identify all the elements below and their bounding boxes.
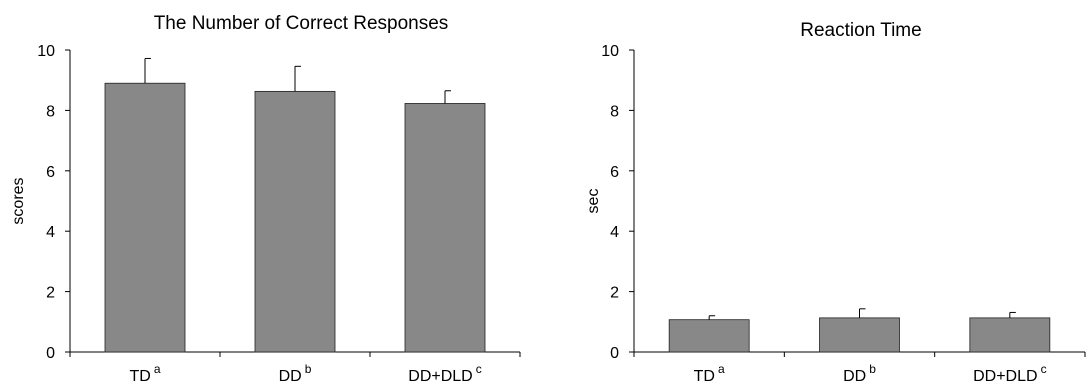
bar bbox=[819, 317, 900, 353]
y-tick-label: 6 bbox=[46, 164, 55, 181]
chart-reaction-time: Reaction Time sec 0 2 4 6 8 10 TD a DD b DD+DLD c bbox=[585, 20, 1086, 385]
x-tick-label: DD+DLD c bbox=[408, 362, 481, 385]
y-axis-label: sec bbox=[585, 189, 602, 214]
y-tick-label: 8 bbox=[610, 103, 619, 120]
y-tick-label: 4 bbox=[46, 224, 55, 241]
y-tick-label: 10 bbox=[601, 43, 619, 60]
y-tick-label: 0 bbox=[610, 345, 619, 362]
chart-title: The Number of Correct Responses bbox=[154, 13, 449, 34]
chart-title: Reaction Time bbox=[800, 20, 921, 41]
bar bbox=[969, 317, 1051, 353]
y-tick-label: 2 bbox=[46, 285, 55, 302]
y-tick-label: 8 bbox=[46, 103, 55, 120]
y-axis-label: scores bbox=[10, 177, 27, 224]
x-tick-label: DD b bbox=[279, 362, 312, 385]
x-tick-label: DD b bbox=[843, 362, 876, 385]
y-tick-label: 0 bbox=[46, 345, 55, 362]
y-tick-label: 6 bbox=[610, 164, 619, 181]
y-tick-label: 2 bbox=[610, 285, 619, 302]
bar bbox=[404, 103, 486, 353]
chart-marks: 0 2 4 6 8 10 TD a DD b DD+DLD c bbox=[37, 43, 521, 385]
y-tick-label: 4 bbox=[610, 224, 619, 241]
bar bbox=[254, 90, 336, 353]
x-tick-label: TD a bbox=[694, 362, 725, 385]
y-tick-label: 10 bbox=[37, 43, 55, 60]
chart-correct-responses: The Number of Correct Responses scores 0… bbox=[10, 13, 521, 385]
bar bbox=[668, 319, 750, 353]
x-tick-label: DD+DLD c bbox=[973, 362, 1046, 385]
chart-marks: 0 2 4 6 8 10 TD a DD b DD+DLD c bbox=[601, 43, 1086, 385]
bar bbox=[104, 82, 186, 353]
x-tick-label: TD a bbox=[129, 362, 160, 385]
